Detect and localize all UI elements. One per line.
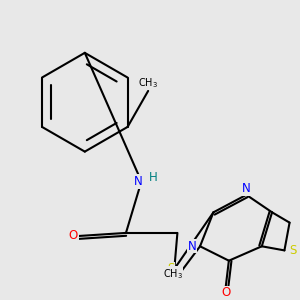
Text: CH$_3$: CH$_3$ <box>163 267 183 281</box>
Text: S: S <box>289 244 296 257</box>
Text: H: H <box>149 171 158 184</box>
Text: N: N <box>242 182 251 195</box>
Text: O: O <box>69 230 78 242</box>
Text: CH$_3$: CH$_3$ <box>138 76 158 90</box>
Text: O: O <box>221 286 230 299</box>
Text: S: S <box>167 262 175 275</box>
Text: N: N <box>188 240 196 253</box>
Text: N: N <box>134 175 143 188</box>
